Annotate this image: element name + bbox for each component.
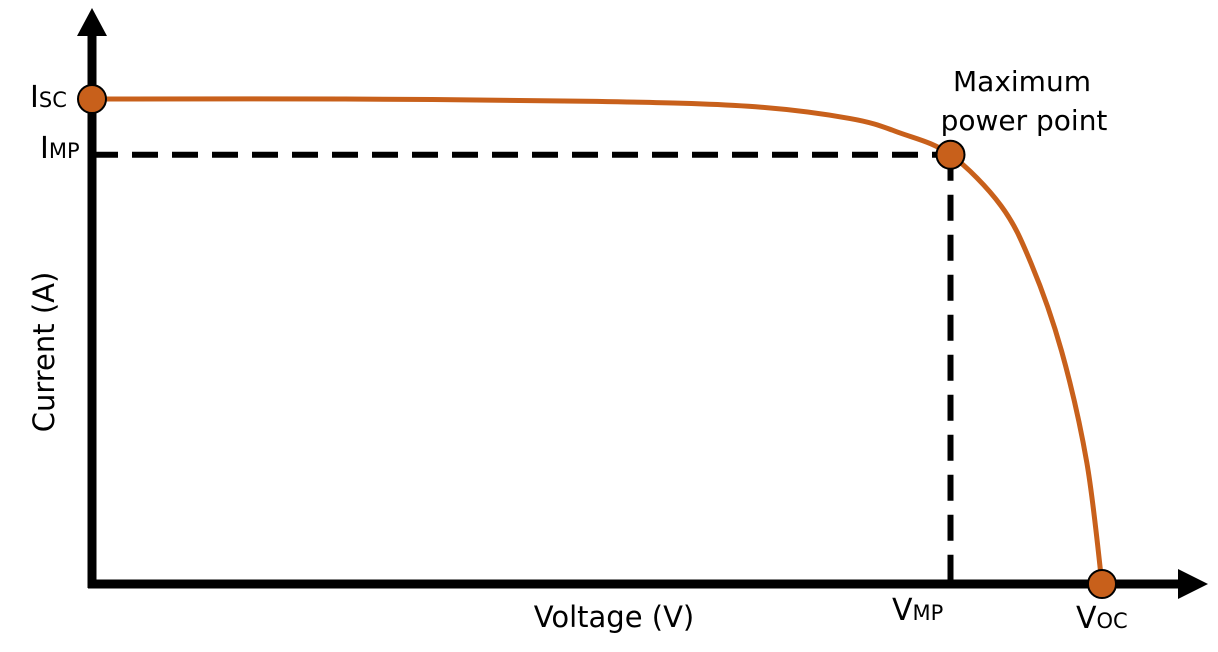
mpp-point [935,139,966,170]
mpp-annotation-line2: power point [941,104,1108,137]
y-axis-title: Current (A) [27,272,61,433]
isc-label: ISC [30,80,67,115]
voc-point [1087,569,1117,599]
y-axis-arrow [77,8,107,36]
x-axis-arrow [1178,569,1208,599]
x-axis-title: Voltage (V) [534,600,694,634]
imp-label: IMP [40,131,80,166]
iv-curve-line [89,96,1105,587]
voc-label: VOC [1076,601,1128,636]
vmp-label: VMP [892,593,943,628]
mpp-annotation-line1: Maximum [953,65,1091,98]
isc-point [77,84,107,114]
